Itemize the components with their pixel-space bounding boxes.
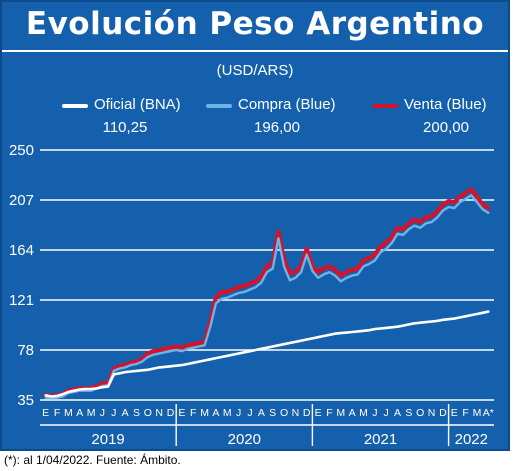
unit-label: (USD/ARS) bbox=[216, 62, 294, 79]
month-label: S bbox=[133, 407, 140, 419]
title-divider bbox=[2, 50, 508, 52]
month-label: S bbox=[405, 407, 412, 419]
legend-label-compra: Compra (Blue) bbox=[238, 96, 336, 113]
month-label: N bbox=[428, 407, 436, 419]
y-tick-label: 121 bbox=[9, 292, 34, 309]
series-line-oficial bbox=[44, 310, 490, 398]
footnote: (*): al 1/04/2022. Fuente: Ámbito. bbox=[4, 453, 181, 467]
month-label: M bbox=[223, 407, 232, 419]
month-label: E bbox=[42, 407, 49, 419]
month-label: O bbox=[280, 407, 288, 419]
month-label: N bbox=[292, 407, 300, 419]
year-label: 2022 bbox=[455, 431, 488, 448]
month-label: A bbox=[122, 407, 129, 419]
series-line-compra bbox=[44, 194, 490, 400]
year-label: 2019 bbox=[91, 431, 124, 448]
month-label: F bbox=[462, 407, 468, 419]
month-label: S bbox=[269, 407, 276, 419]
y-tick-label: 35 bbox=[17, 392, 34, 409]
y-tick-label: 250 bbox=[9, 142, 34, 159]
month-label: A bbox=[394, 407, 401, 419]
legend-swatch-compra bbox=[206, 104, 232, 108]
y-tick-label: 164 bbox=[9, 242, 34, 259]
month-label: A bbox=[212, 407, 219, 419]
month-label: J bbox=[247, 407, 252, 419]
legend-value-oficial: 110,25 bbox=[102, 119, 148, 136]
month-label: J bbox=[100, 407, 105, 419]
month-label: M bbox=[87, 407, 96, 419]
month-label: J bbox=[236, 407, 241, 419]
month-label: M bbox=[473, 407, 482, 419]
month-label: D bbox=[439, 407, 447, 419]
chart-title: Evolución Peso Argentino bbox=[25, 6, 485, 42]
month-label: M bbox=[200, 407, 209, 419]
month-label: A bbox=[258, 407, 265, 419]
month-label: J bbox=[372, 407, 377, 419]
month-label: F bbox=[190, 407, 196, 419]
month-label: O bbox=[416, 407, 424, 419]
month-label: D bbox=[167, 407, 175, 419]
month-label: M bbox=[64, 407, 73, 419]
month-label: A bbox=[349, 407, 356, 419]
month-label: E bbox=[315, 407, 322, 419]
month-label: M bbox=[336, 407, 345, 419]
month-label: O bbox=[144, 407, 152, 419]
year-label: 2021 bbox=[364, 431, 397, 448]
y-tick-label: 78 bbox=[17, 342, 34, 359]
series-line-venta bbox=[43, 187, 491, 398]
month-label: J bbox=[111, 407, 116, 419]
month-label: F bbox=[54, 407, 60, 419]
month-label: F bbox=[326, 407, 332, 419]
month-label: E bbox=[178, 407, 185, 419]
legend-swatch-oficial bbox=[62, 104, 88, 108]
month-label: J bbox=[384, 407, 389, 419]
legend-value-compra: 196,00 bbox=[254, 119, 300, 136]
month-label: N bbox=[155, 407, 163, 419]
legend-label-venta: Venta (Blue) bbox=[404, 96, 487, 113]
y-tick-label: 207 bbox=[9, 192, 34, 209]
month-label: D bbox=[303, 407, 311, 419]
legend-label-oficial: Oficial (BNA) bbox=[94, 96, 181, 113]
month-label: A* bbox=[483, 407, 494, 419]
year-label: 2020 bbox=[228, 431, 261, 448]
month-label: M bbox=[359, 407, 368, 419]
month-label: A bbox=[76, 407, 83, 419]
legend-swatch-venta bbox=[372, 104, 398, 108]
month-label: E bbox=[451, 407, 458, 419]
legend-value-venta: 200,00 bbox=[423, 119, 469, 136]
